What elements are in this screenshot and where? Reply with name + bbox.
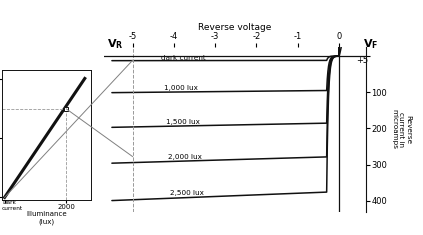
X-axis label: Illuminance
(lux): Illuminance (lux): [26, 211, 67, 225]
Y-axis label: Reverse
current in
microamps: Reverse current in microamps: [391, 109, 411, 149]
Text: Dark
current: Dark current: [2, 200, 23, 211]
Text: $\mathbf{V_F}$: $\mathbf{V_F}$: [363, 37, 378, 51]
Text: +5: +5: [357, 56, 369, 65]
Text: 1,500 lux: 1,500 lux: [165, 119, 200, 125]
Text: dark current: dark current: [162, 55, 206, 60]
Text: 2,000 lux: 2,000 lux: [168, 153, 201, 160]
Text: $\mathbf{V_R}$: $\mathbf{V_R}$: [107, 37, 124, 51]
Text: 1,000 lux: 1,000 lux: [164, 85, 198, 91]
X-axis label: Reverse voltage: Reverse voltage: [198, 23, 272, 32]
Text: 2,500 lux: 2,500 lux: [170, 190, 203, 196]
